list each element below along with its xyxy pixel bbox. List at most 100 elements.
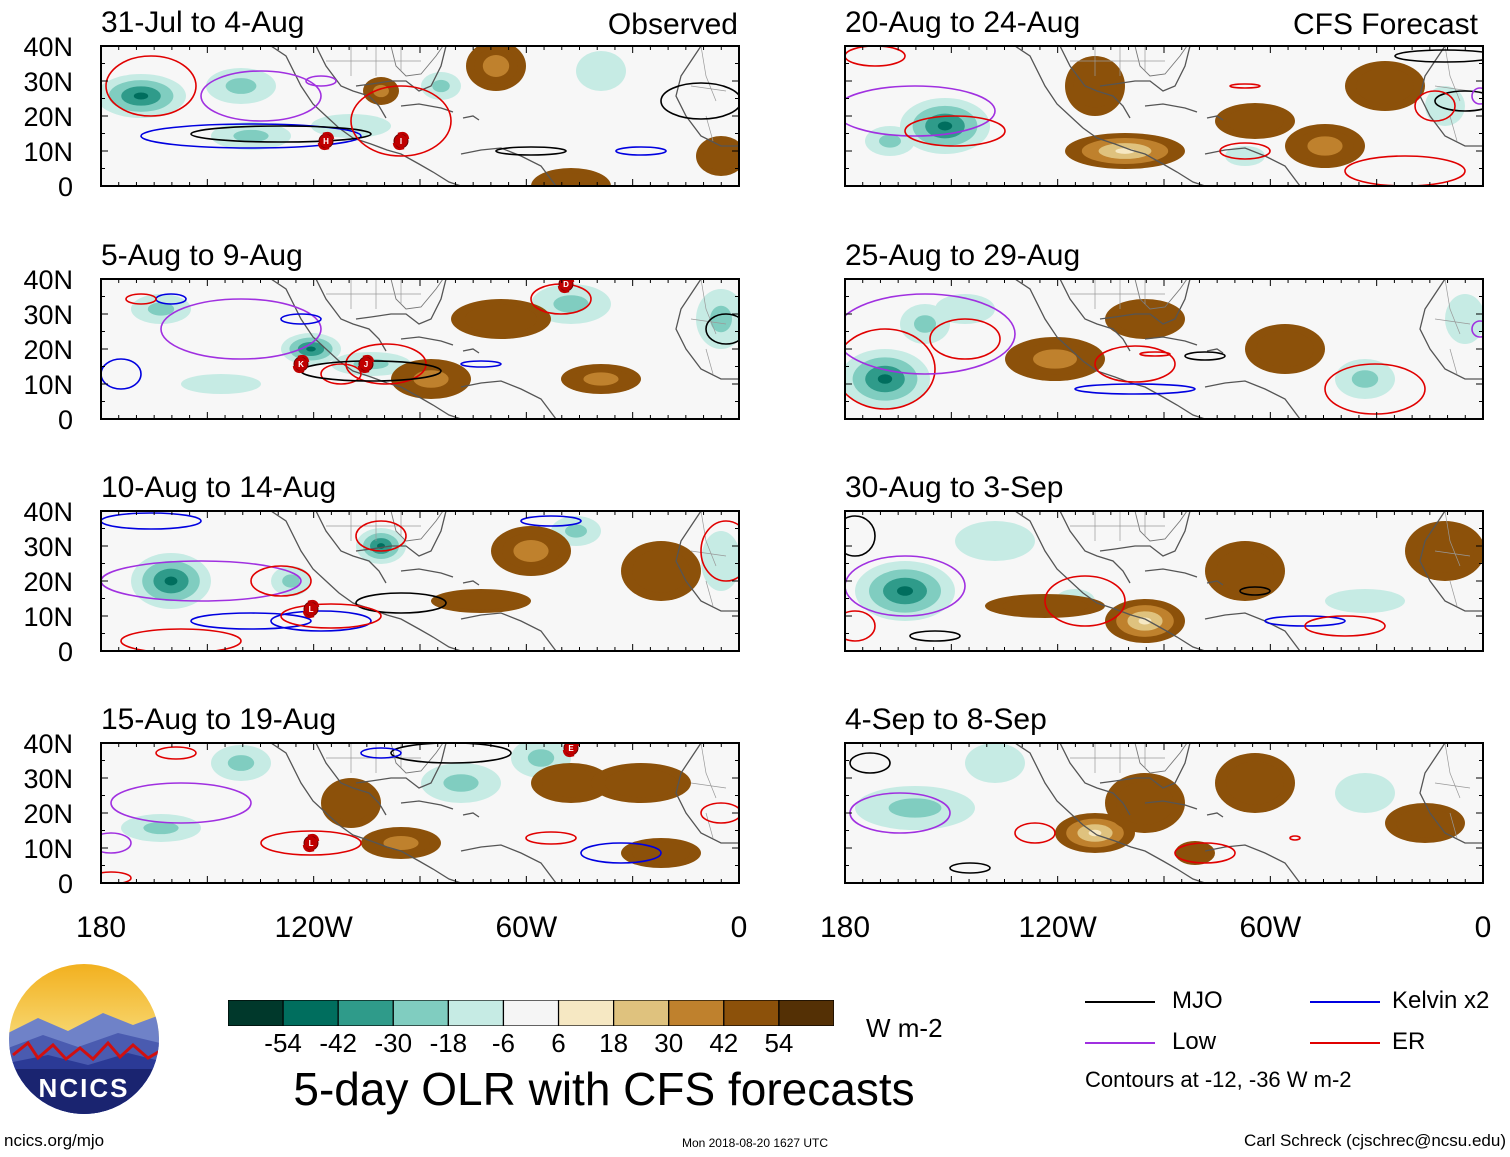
contour-kelvin <box>190 612 312 630</box>
olr-negative-anomaly <box>147 302 175 316</box>
lon-tick-label: 0 <box>1475 911 1492 944</box>
legend-label-mjo: MJO <box>1172 987 1223 1014</box>
contour-er <box>250 565 312 597</box>
legend-line-mjo <box>1085 1001 1155 1003</box>
contour-kelvin <box>101 512 202 530</box>
olr-negative-anomaly <box>143 821 179 835</box>
olr-negative-anomaly <box>879 134 901 148</box>
lat-tick-label: 0 <box>58 869 73 899</box>
olr-positive-anomaly <box>542 768 600 798</box>
colorbar-box <box>282 999 339 1027</box>
lon-tick-label: 60W <box>495 911 557 944</box>
olr-positive-anomaly <box>1115 148 1135 154</box>
tropical-cyclone-marker: H <box>317 131 335 151</box>
colorbar-box <box>227 999 284 1027</box>
olr-positive-anomaly <box>1396 808 1454 838</box>
lat-tick-label: 30N <box>23 764 73 794</box>
contour-er <box>105 55 197 117</box>
colorbar-box <box>392 999 449 1027</box>
tropical-cyclone-marker: K <box>292 354 310 374</box>
olr-negative-anomaly <box>443 774 479 792</box>
legend-line-kelvin <box>1310 1001 1380 1003</box>
map-panel-p5: 20-Aug to 24-Aug <box>844 6 1484 187</box>
contour-kelvin <box>460 360 502 368</box>
contour-mjo <box>190 125 372 143</box>
contour-kelvin <box>140 123 362 149</box>
contour-low <box>845 85 996 137</box>
olr-negative-anomaly <box>553 295 589 313</box>
contour-er <box>486 185 516 186</box>
contour-er <box>904 115 1006 147</box>
contour-er <box>125 293 157 305</box>
contour-low <box>110 782 252 824</box>
storm-letter: I <box>400 137 402 146</box>
olr-positive-anomaly <box>1216 549 1274 593</box>
lat-tick-label: 40N <box>23 265 73 295</box>
olr-positive-anomaly <box>1256 331 1314 367</box>
olr-negative-anomaly <box>225 78 257 94</box>
tropical-cyclone-marker: L <box>302 833 320 853</box>
colorbar-box <box>557 999 615 1027</box>
lat-tick-label: 40N <box>23 729 73 759</box>
contour-er <box>1014 822 1056 844</box>
contour-low <box>1471 320 1483 338</box>
colorbar-tick-label: -30 <box>374 1028 413 1058</box>
olr-negative-anomaly <box>706 539 736 583</box>
contour-er <box>929 318 1001 360</box>
lat-tick-label: 30N <box>23 67 73 97</box>
tropical-cyclone-marker: J <box>357 354 375 374</box>
contour-low <box>305 75 337 87</box>
storm-letter: J <box>364 360 368 369</box>
legend-label-low: Low <box>1172 1028 1217 1055</box>
lat-tick-label: 40N <box>23 32 73 62</box>
lat-tick-label: 10N <box>23 602 73 632</box>
colorbar-tick-label: 54 <box>764 1028 794 1058</box>
olr-positive-anomaly <box>482 55 510 77</box>
olr-positive-anomaly <box>1356 68 1414 104</box>
map-panel-p6: 25-Aug to 29-Aug <box>844 239 1484 420</box>
contour-er <box>700 520 739 582</box>
lat-tick-label: 10N <box>23 834 73 864</box>
colorbar-box <box>613 999 670 1027</box>
contour-er <box>101 871 132 883</box>
colorbar <box>227 999 835 1027</box>
olr-positive-anomaly <box>465 304 537 334</box>
olr-positive-anomaly <box>445 592 517 610</box>
olr-positive-anomaly <box>1180 844 1210 862</box>
olr-negative-anomaly <box>1336 592 1394 610</box>
olr-negative-anomaly <box>133 92 149 100</box>
panel-title: 25-Aug to 29-Aug <box>845 239 1080 272</box>
olr-negative-anomaly <box>1450 301 1480 337</box>
storm-letter: L <box>309 839 314 848</box>
contour-er <box>120 628 242 651</box>
colorbar-tick-label: -18 <box>429 1028 468 1058</box>
contour-er <box>350 85 452 157</box>
lat-tick-label: 0 <box>58 637 73 667</box>
contour-er <box>525 831 577 845</box>
lat-tick-label: 30N <box>23 532 73 562</box>
colorbar-tick-label: 18 <box>599 1028 629 1058</box>
olr-negative-anomaly <box>306 346 316 352</box>
observed-column-label: Observed <box>607 8 738 41</box>
contour-mjo <box>909 630 961 642</box>
colorbar-box <box>778 999 835 1027</box>
panel-title: 30-Aug to 3-Sep <box>845 471 1063 504</box>
tropical-cyclone-marker: I <box>392 131 410 151</box>
contour-mjo <box>1184 351 1226 361</box>
colorbar-tick-label: 30 <box>654 1028 684 1058</box>
storm-letter: E <box>568 744 574 753</box>
olr-positive-anomaly <box>632 549 690 593</box>
olr-negative-anomaly <box>888 798 942 818</box>
legend-contour-note: Contours at -12, -36 W m-2 <box>1085 1067 1352 1092</box>
lon-tick-label: 0 <box>731 911 748 944</box>
panel-title: 15-Aug to 19-Aug <box>101 703 336 736</box>
contour-mjo <box>355 592 447 614</box>
contour-mjo <box>1434 90 1483 112</box>
olr-negative-anomaly <box>937 121 953 131</box>
lat-tick-label: 20N <box>23 567 73 597</box>
contour-er <box>1414 90 1456 122</box>
olr-positive-anomaly <box>583 372 619 386</box>
olr-map-figure: H I 31-Jul to 4-Aug 40N 30N 20N 10N 0 D K J 5-Aug t… <box>23 6 1492 944</box>
olr-positive-anomaly <box>1307 136 1343 156</box>
